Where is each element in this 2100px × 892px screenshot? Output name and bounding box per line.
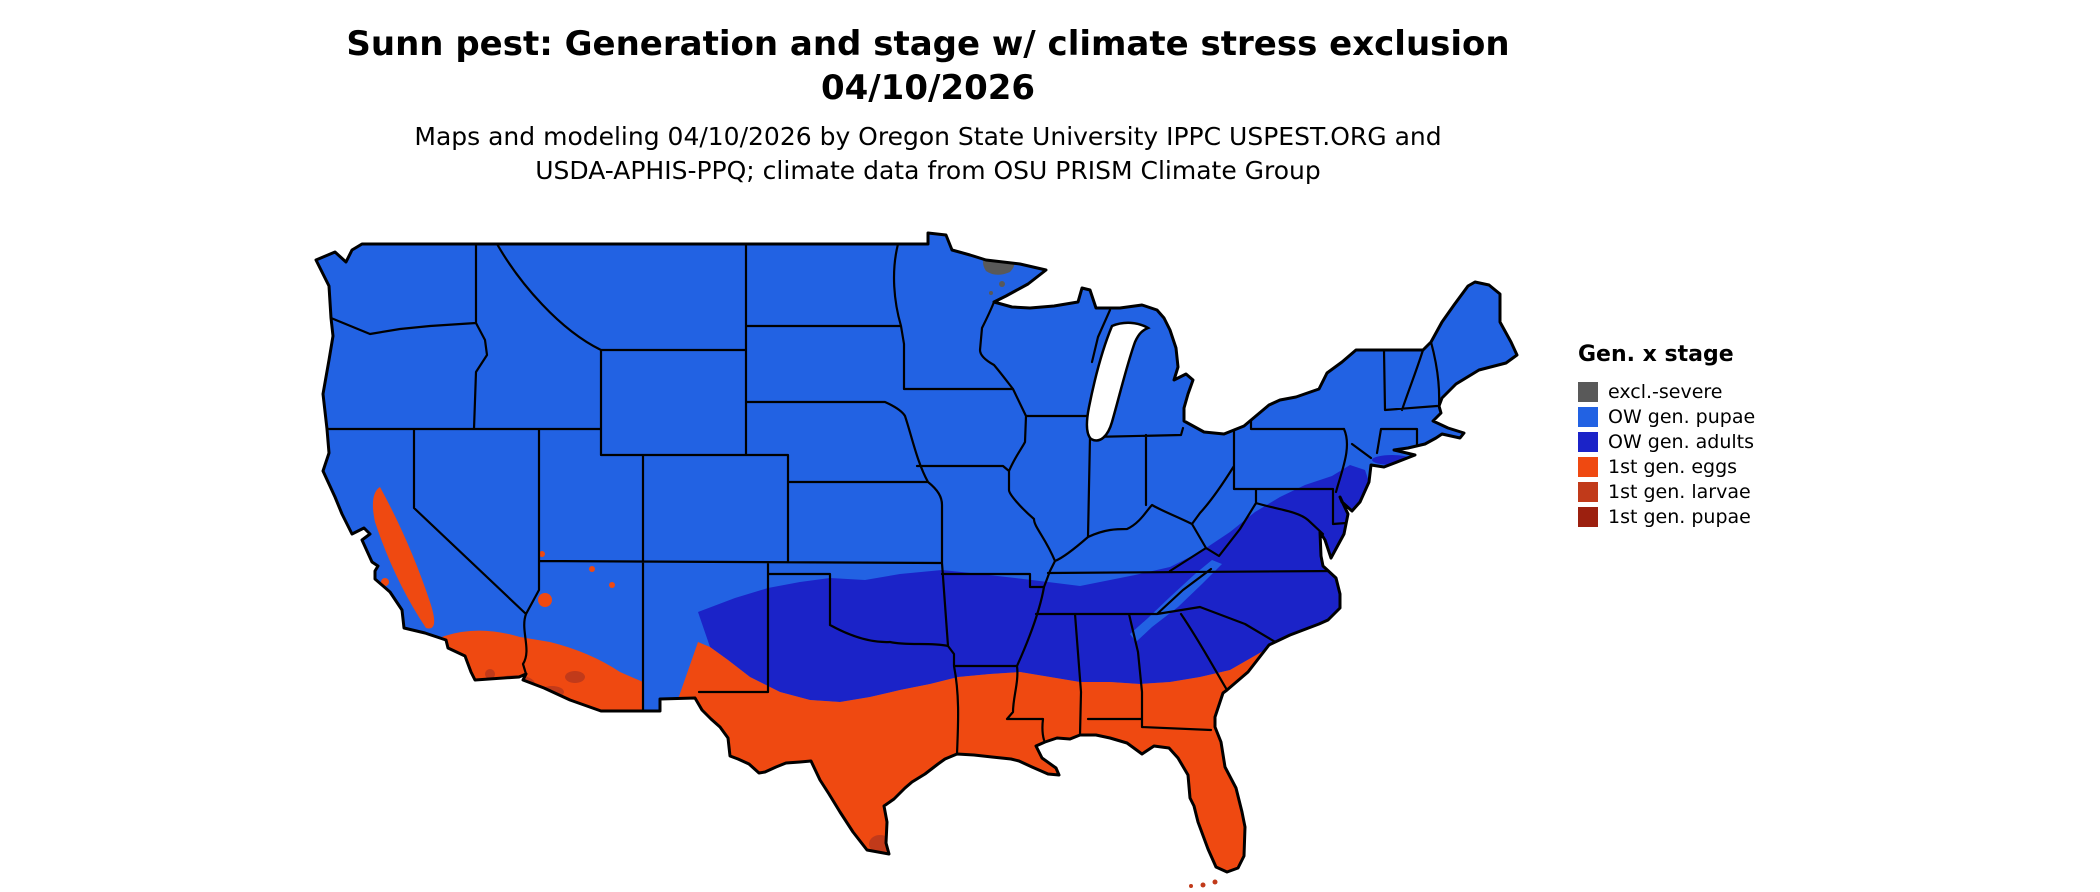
legend-swatch-ow-adults	[1578, 431, 1598, 452]
legend-swatch-eggs	[1578, 456, 1598, 477]
legend-label: OW gen. adults	[1608, 430, 1755, 453]
legend-item: 1st gen. larvae	[1578, 479, 1898, 504]
legend-swatch-larvae	[1578, 481, 1598, 502]
header: Sunn pest: Generation and stage w/ clima…	[0, 22, 1856, 188]
legend-label: 1st gen. larvae	[1608, 480, 1751, 503]
map-title: Sunn pest: Generation and stage w/ clima…	[346, 24, 1510, 64]
legend-label: OW gen. pupae	[1608, 405, 1756, 428]
legend-label: excl.-severe	[1608, 380, 1723, 403]
legend-item: excl.-severe	[1578, 379, 1898, 404]
state-borders	[325, 242, 1441, 756]
legend-title: Gen. x stage	[1578, 342, 1734, 367]
region-eggs-southwest	[430, 630, 643, 711]
legend-swatch-1st-pupae	[1578, 506, 1598, 527]
legend-item: 1st gen. pupae	[1578, 504, 1898, 529]
credits: Maps and modeling 04/10/2026 by Oregon S…	[0, 120, 1856, 188]
legend: Gen. x stage excl.-severe OW gen. pupae …	[1578, 342, 1898, 529]
legend-label: 1st gen. pupae	[1608, 505, 1751, 528]
map-date: 04/10/2026	[820, 68, 1036, 108]
legend-item: 1st gen. eggs	[1578, 454, 1898, 479]
credits-line2: USDA-APHIS-PPQ; climate data from OSU PR…	[535, 156, 1321, 185]
legend-item: OW gen. pupae	[1578, 404, 1898, 429]
credits-line1: Maps and modeling 04/10/2026 by Oregon S…	[414, 122, 1442, 151]
legend-swatch-ow-pupae	[1578, 406, 1598, 427]
us-outline	[314, 231, 1519, 874]
legend-label: 1st gen. eggs	[1608, 455, 1738, 478]
us-map	[314, 231, 1519, 888]
florida-keys	[1189, 879, 1218, 888]
legend-swatch-excl-severe	[1578, 381, 1598, 402]
region-eggs-central-valley	[372, 487, 435, 629]
lake-michigan	[1085, 321, 1151, 442]
legend-item: OW gen. adults	[1578, 429, 1898, 454]
region-appalachia-ow-pupae	[1130, 560, 1222, 642]
us-map-container	[290, 222, 1530, 892]
